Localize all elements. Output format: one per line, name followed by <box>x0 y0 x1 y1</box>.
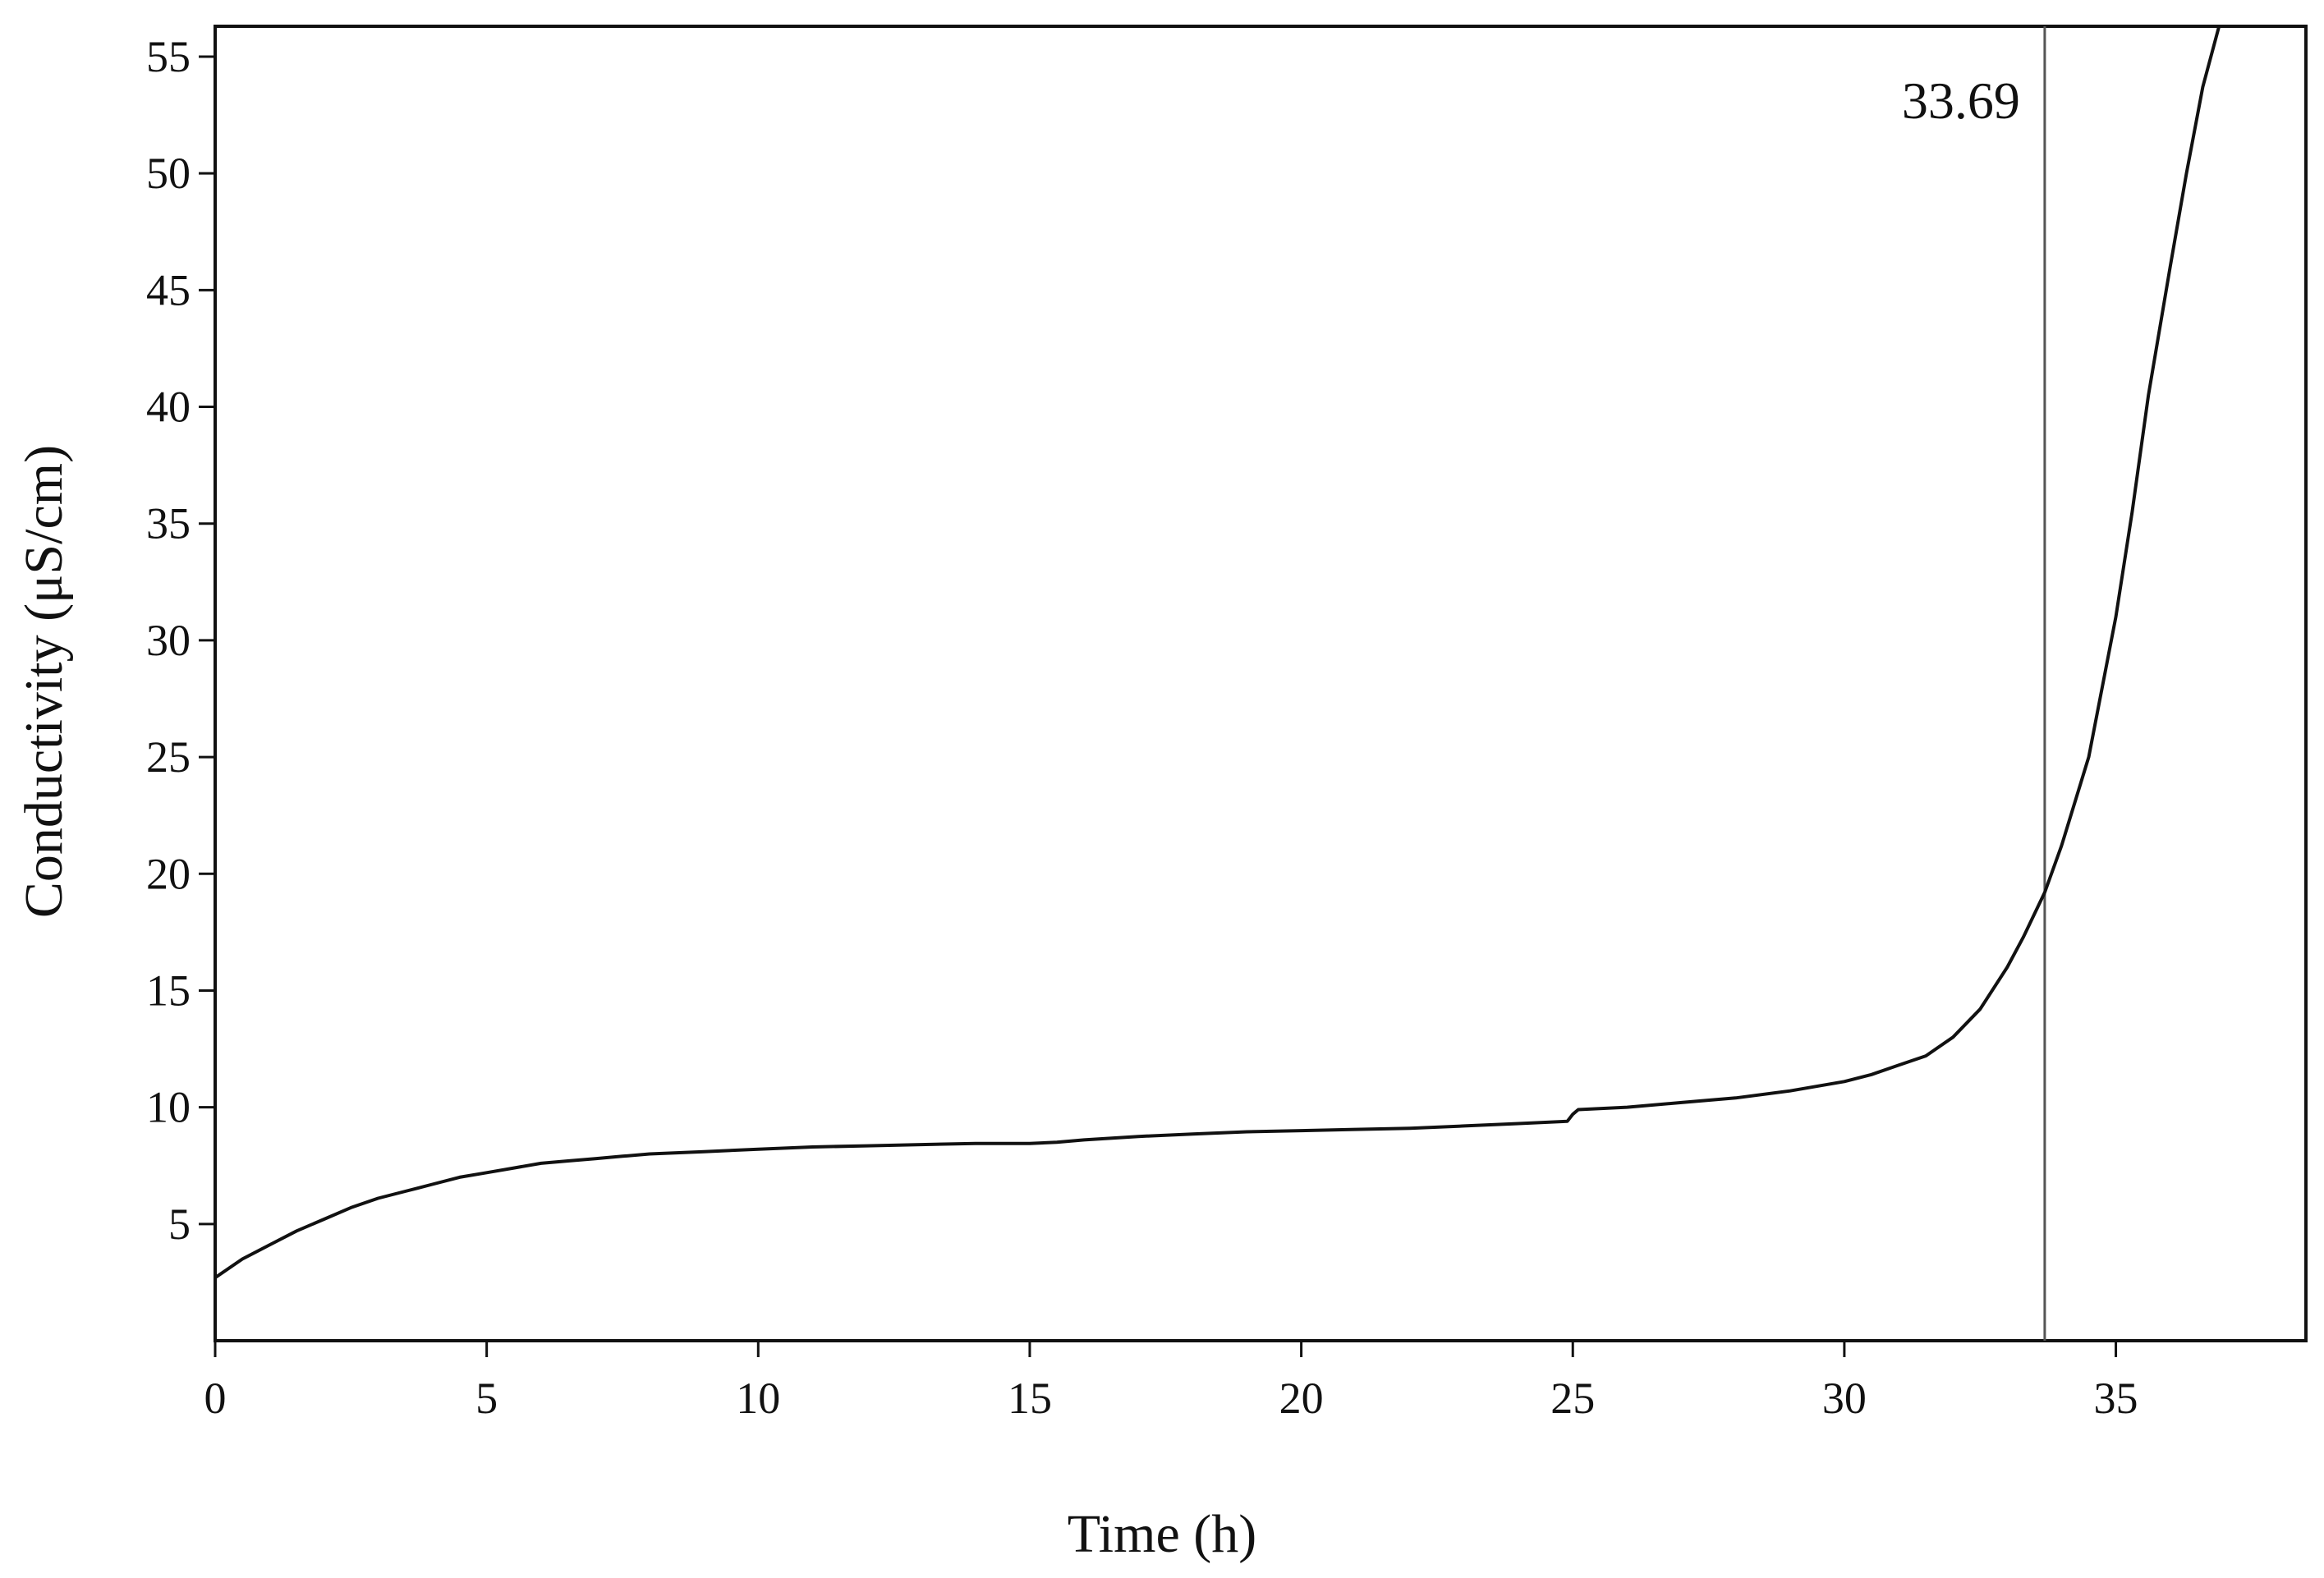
x-tick-label: 0 <box>204 1374 227 1423</box>
y-axis-title: Conductivity (μS/cm) <box>14 445 74 918</box>
y-tick-label: 10 <box>146 1083 191 1132</box>
x-tick-label: 5 <box>475 1374 498 1423</box>
x-axis-title: Time (h) <box>1068 1504 1256 1564</box>
y-tick-label: 5 <box>168 1200 191 1249</box>
y-tick-label: 55 <box>146 32 191 81</box>
x-tick-label: 30 <box>1822 1374 1867 1423</box>
x-tick-label: 15 <box>1008 1374 1052 1423</box>
series-line-conductivity <box>215 26 2221 1279</box>
y-tick-label: 25 <box>146 732 191 782</box>
plot-frame <box>214 25 2308 1342</box>
y-tick-label: 40 <box>146 383 191 432</box>
y-tick-label: 35 <box>146 499 191 548</box>
x-tick-label: 25 <box>1550 1374 1595 1423</box>
y-tick-label: 50 <box>146 149 191 198</box>
y-tick-label: 45 <box>146 265 191 314</box>
x-tick-label: 10 <box>736 1374 780 1423</box>
y-tick-label: 15 <box>146 966 191 1015</box>
x-tick-label: 35 <box>2094 1374 2138 1423</box>
y-tick-label: 20 <box>146 849 191 898</box>
x-tick-label: 20 <box>1279 1374 1324 1423</box>
y-tick-label: 30 <box>146 616 191 665</box>
plot-area: 0 5 10 15 20 25 30 35 5 10 15 20 25 30 35 40 45 50 55 33.69 <box>146 25 2308 1423</box>
marker-value-label: 33.69 <box>1902 71 2020 130</box>
